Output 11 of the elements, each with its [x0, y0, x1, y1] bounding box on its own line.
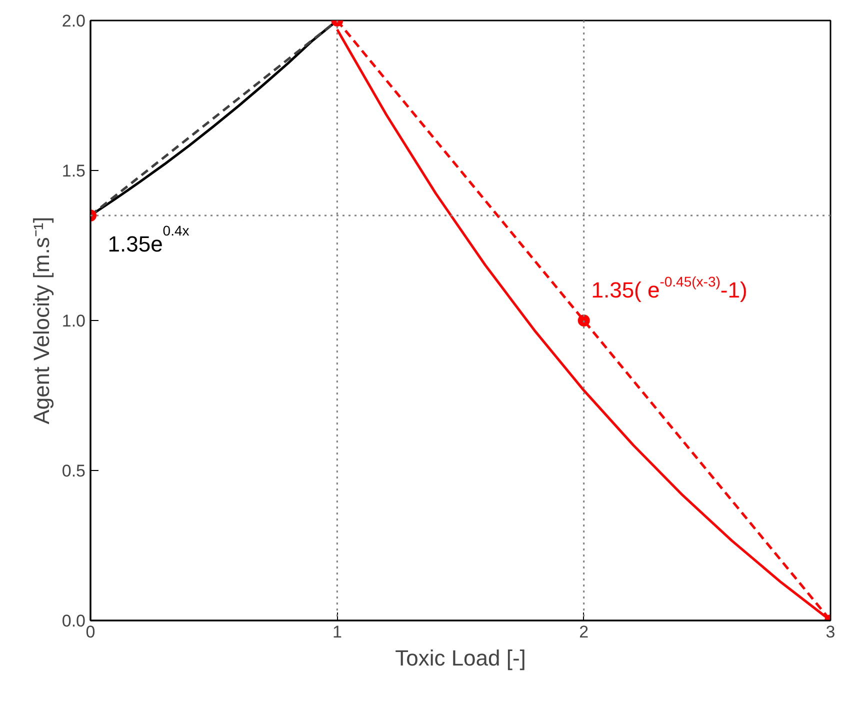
- y-tick-label: 0.5: [62, 462, 86, 480]
- x-tick-label: 1: [332, 622, 342, 642]
- x-tick-label: 0: [86, 622, 96, 642]
- y-tick-label: 1.5: [62, 162, 86, 180]
- y-tick-label: 0.0: [62, 612, 86, 630]
- y-tick-label: 2.0: [62, 12, 86, 30]
- x-tick-label: 3: [826, 622, 836, 642]
- x-axis-title: Toxic Load [-]: [395, 646, 526, 670]
- x-tick-label: 2: [579, 622, 589, 642]
- y-tick-label: 1.0: [62, 312, 86, 330]
- y-axis-title: Agent Velocity [m.s⁻¹]: [28, 216, 54, 424]
